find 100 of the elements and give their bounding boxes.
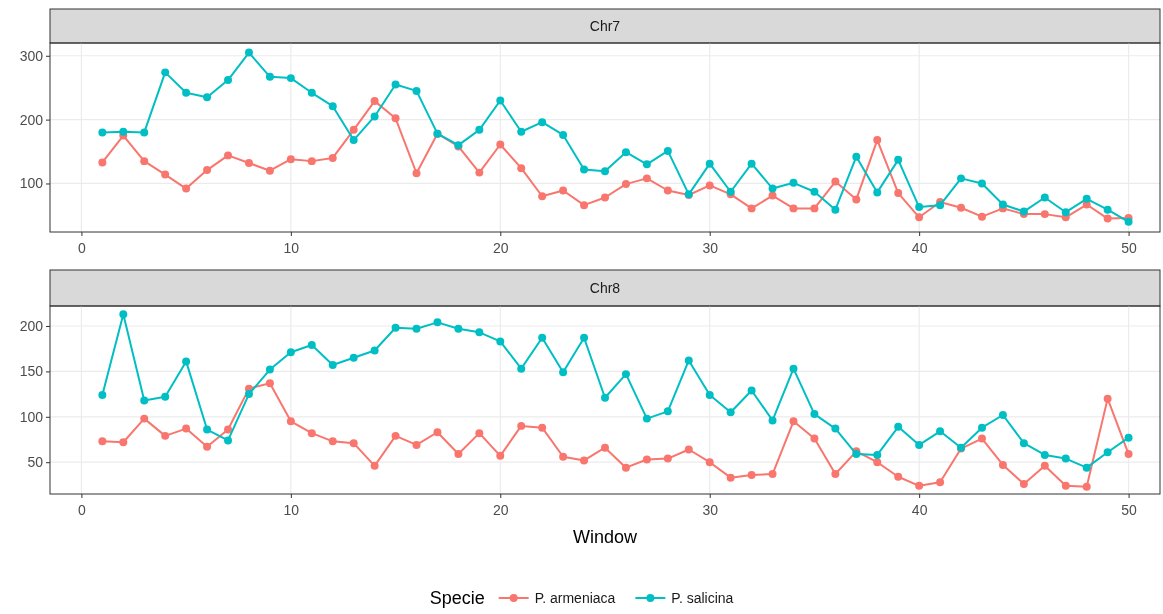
x-tick-label: 0 bbox=[78, 502, 87, 518]
point bbox=[1019, 439, 1028, 448]
point bbox=[203, 442, 212, 451]
point bbox=[601, 443, 609, 452]
point bbox=[1019, 480, 1028, 488]
point bbox=[726, 408, 735, 417]
point bbox=[412, 169, 421, 178]
x-tick-label: 50 bbox=[1121, 240, 1138, 256]
point bbox=[161, 170, 170, 179]
point bbox=[705, 391, 714, 399]
chart-title: Chr7 bbox=[589, 18, 621, 34]
point bbox=[621, 370, 630, 379]
point bbox=[224, 76, 233, 85]
point bbox=[140, 414, 149, 423]
point bbox=[328, 153, 337, 162]
point bbox=[936, 201, 945, 210]
point bbox=[265, 365, 274, 374]
point bbox=[391, 114, 400, 123]
point bbox=[852, 195, 861, 204]
point bbox=[894, 189, 903, 198]
point bbox=[517, 127, 526, 136]
point bbox=[705, 159, 714, 168]
point bbox=[998, 200, 1007, 209]
point bbox=[244, 390, 253, 399]
point bbox=[265, 166, 274, 175]
point bbox=[894, 422, 903, 431]
point bbox=[538, 118, 547, 127]
point bbox=[977, 212, 986, 221]
point bbox=[810, 434, 819, 443]
point bbox=[1103, 394, 1112, 403]
point bbox=[977, 423, 986, 432]
point bbox=[684, 445, 693, 454]
point bbox=[370, 112, 379, 121]
point bbox=[307, 88, 316, 97]
point bbox=[370, 346, 379, 355]
point bbox=[1061, 454, 1070, 463]
point bbox=[119, 310, 128, 319]
point bbox=[349, 136, 358, 145]
point bbox=[224, 425, 233, 434]
point bbox=[663, 407, 672, 416]
point bbox=[810, 204, 819, 213]
point bbox=[307, 429, 316, 438]
legend-title: Specie bbox=[429, 588, 485, 608]
x-tick-label: 20 bbox=[492, 240, 509, 256]
point bbox=[286, 74, 295, 83]
x-tick-label: 20 bbox=[492, 502, 509, 518]
legend-label: P. salicina bbox=[671, 590, 734, 606]
point bbox=[747, 470, 756, 479]
point bbox=[370, 97, 379, 106]
point bbox=[894, 472, 903, 481]
point bbox=[538, 192, 547, 201]
x-tick-label: 30 bbox=[702, 240, 719, 256]
point bbox=[517, 164, 526, 173]
x-axis-title: Window bbox=[572, 527, 638, 547]
point bbox=[349, 125, 358, 134]
point bbox=[140, 396, 149, 405]
point bbox=[789, 178, 798, 187]
point bbox=[873, 136, 882, 145]
point bbox=[538, 423, 547, 432]
point bbox=[1082, 463, 1091, 472]
point bbox=[810, 187, 819, 196]
point bbox=[496, 451, 505, 460]
point bbox=[1124, 217, 1133, 226]
point bbox=[747, 204, 756, 213]
point bbox=[265, 72, 274, 81]
point bbox=[1040, 210, 1049, 219]
point bbox=[663, 146, 672, 155]
point bbox=[433, 428, 442, 437]
point bbox=[496, 337, 505, 346]
point bbox=[789, 417, 798, 426]
point bbox=[831, 424, 840, 433]
point bbox=[789, 204, 798, 213]
point bbox=[370, 461, 379, 470]
point bbox=[580, 456, 589, 465]
point bbox=[915, 440, 924, 449]
point bbox=[580, 201, 589, 210]
point bbox=[224, 151, 233, 160]
x-tick-label: 40 bbox=[911, 240, 928, 256]
point bbox=[140, 157, 149, 166]
x-tick-label: 0 bbox=[78, 240, 87, 256]
point bbox=[475, 125, 484, 134]
point bbox=[349, 439, 358, 448]
point bbox=[182, 357, 191, 366]
point bbox=[559, 452, 568, 461]
point bbox=[915, 203, 924, 212]
point bbox=[580, 333, 589, 342]
point bbox=[538, 333, 547, 342]
point bbox=[286, 155, 295, 164]
point bbox=[161, 392, 170, 401]
point bbox=[831, 470, 840, 478]
point bbox=[873, 450, 882, 459]
point bbox=[119, 438, 128, 447]
point bbox=[328, 437, 337, 446]
y-tick-label: 200 bbox=[19, 111, 44, 128]
point bbox=[182, 88, 191, 97]
point bbox=[642, 174, 651, 183]
x-tick-label: 50 bbox=[1121, 502, 1138, 518]
point bbox=[1124, 450, 1133, 459]
point bbox=[705, 181, 714, 190]
point bbox=[307, 157, 316, 166]
